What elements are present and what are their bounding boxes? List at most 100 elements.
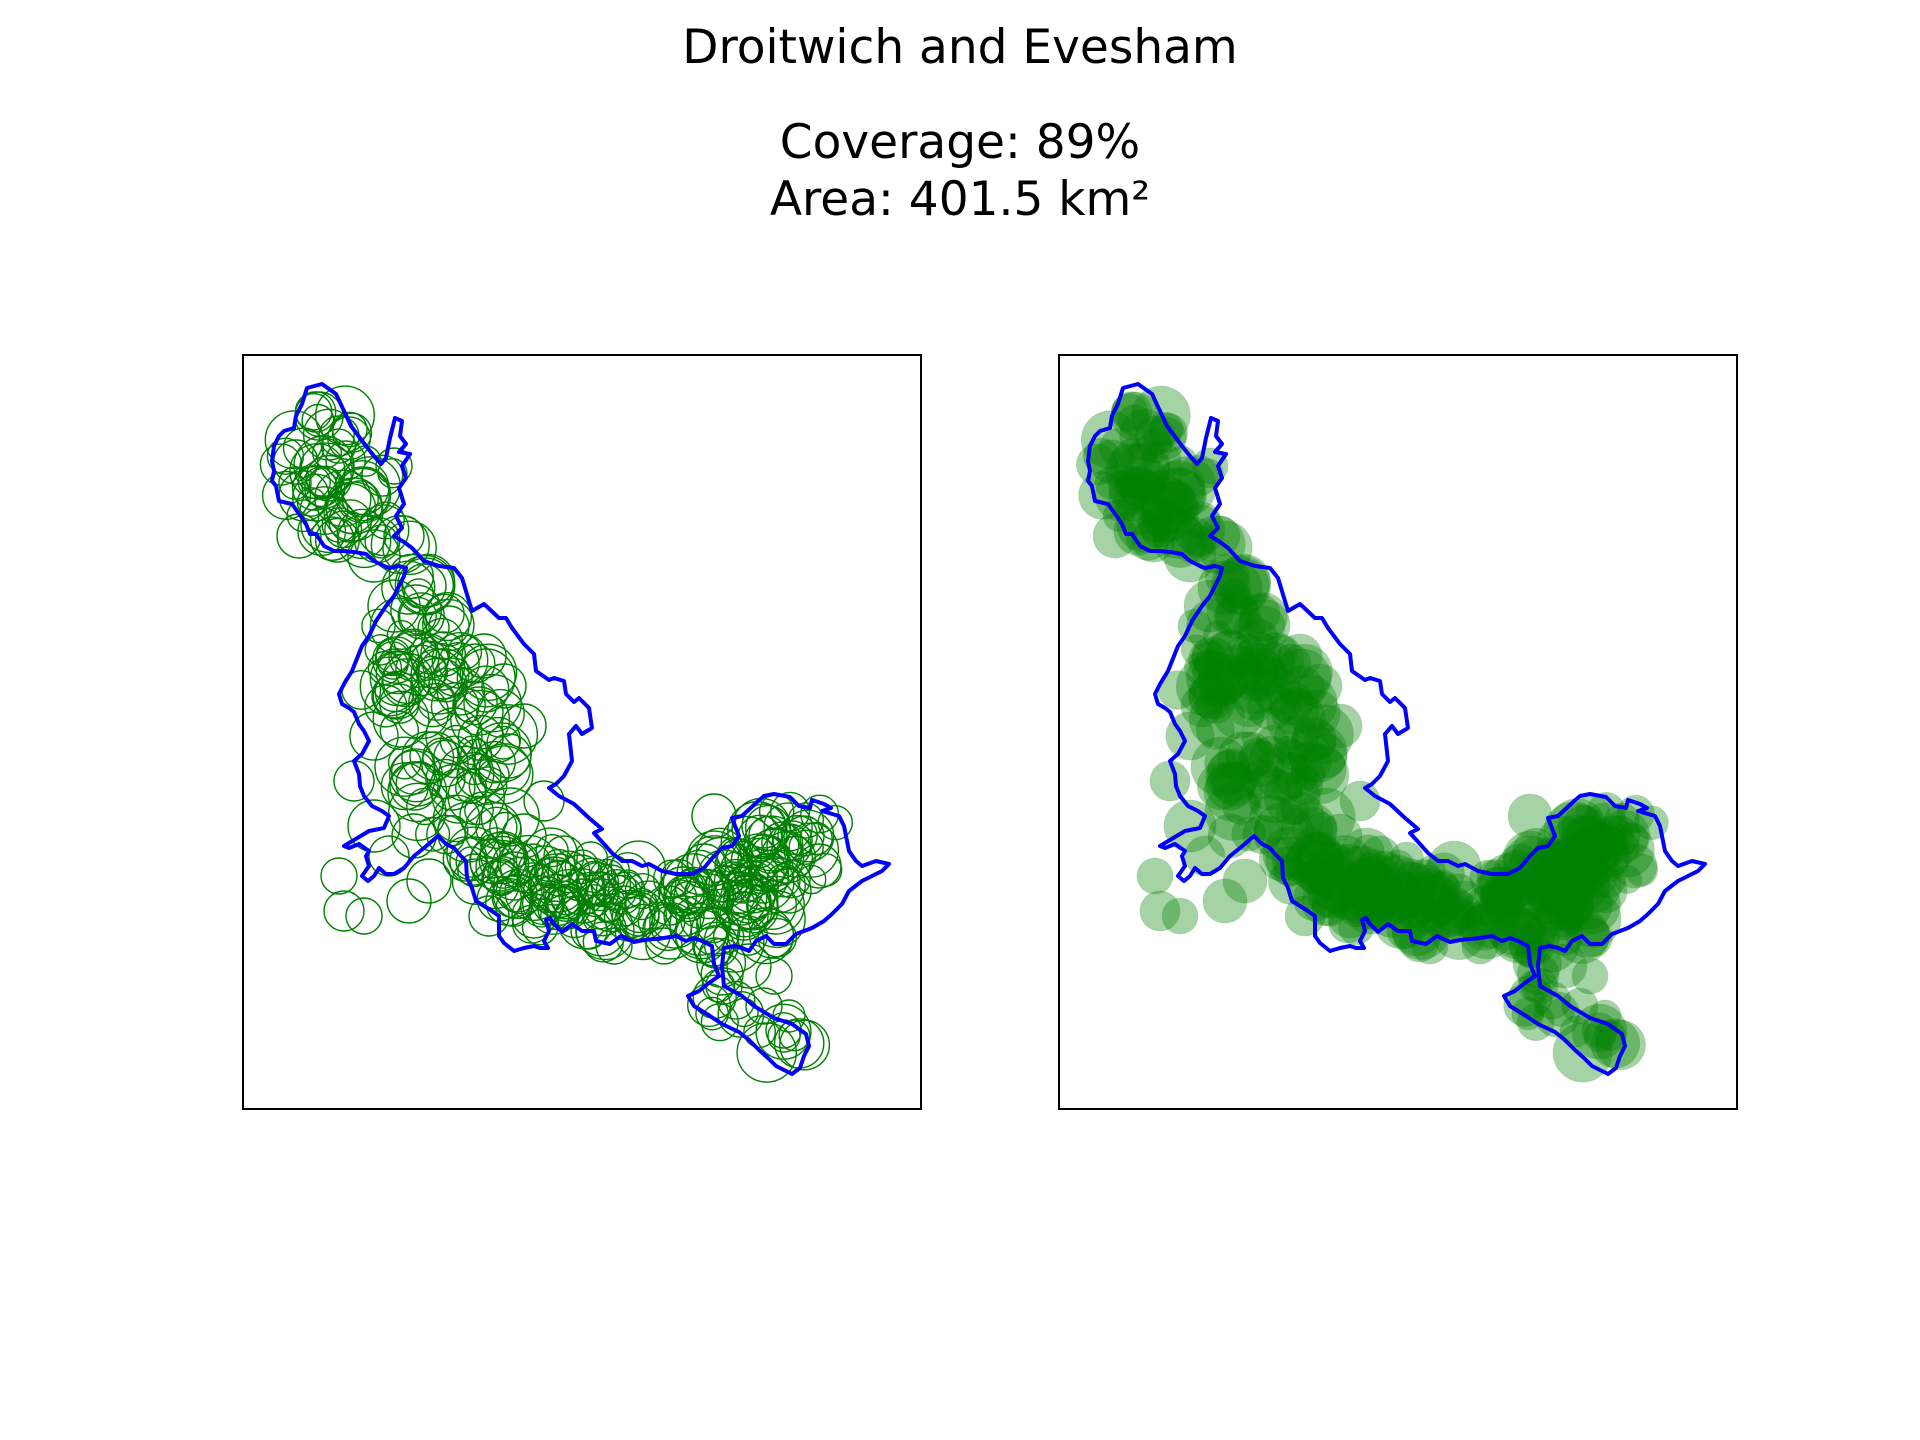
coverage-circle (1297, 858, 1335, 896)
coverage-circle (1539, 872, 1570, 903)
coverage-circle (361, 608, 396, 644)
coverage-circle (1149, 760, 1191, 802)
coverage-circle (1294, 758, 1326, 791)
coverage-circle (1394, 861, 1426, 893)
coverage-circle (1152, 508, 1203, 559)
coverage-circle (618, 891, 660, 934)
coverage-circle (1561, 837, 1592, 868)
coverage-circle (1128, 438, 1158, 468)
coverage-circle (1196, 762, 1245, 811)
coverage-circle (455, 846, 487, 878)
coverage-circle (1295, 831, 1342, 878)
coverage-circle (582, 921, 624, 963)
coverage-circle (395, 686, 450, 740)
coverage-circle (331, 412, 373, 453)
coverage-circle (1187, 673, 1233, 719)
coverage-circle (1161, 897, 1199, 935)
right-map-panel (1058, 354, 1738, 1110)
coverage-circle (1317, 703, 1363, 749)
coverage-circle (1373, 894, 1429, 950)
coverage-circle (1265, 836, 1315, 886)
coverage-circle (1225, 731, 1275, 781)
coverage-circle (1233, 682, 1272, 721)
coverage-circle (323, 890, 365, 932)
coverage-circle (1236, 631, 1282, 677)
coverage-circle (1309, 856, 1367, 915)
coverage-circle (1397, 894, 1433, 930)
coverage-circle (624, 872, 661, 910)
coverage-circle (1542, 861, 1595, 914)
coverage-circle (1210, 555, 1272, 616)
coverage-circle (410, 640, 449, 679)
coverage-circle (1276, 738, 1308, 771)
coverage-circle (1191, 638, 1227, 674)
coverage-circle (390, 628, 438, 676)
coverage-circle (480, 787, 540, 847)
coverage-circle (1559, 815, 1616, 872)
coverage-circle (261, 470, 312, 520)
coverage-circle (1374, 868, 1422, 916)
coverage-circle (1120, 467, 1162, 509)
coverage-circle (1412, 869, 1454, 911)
coverage-circle (1388, 872, 1423, 907)
coverage-circle (1144, 499, 1188, 543)
coverage-circle (1239, 592, 1288, 642)
coverage-circle (1233, 643, 1282, 691)
coverage-circle (388, 748, 443, 803)
coverage-circle (1441, 887, 1474, 921)
coverage-circle (696, 907, 732, 944)
coverage-circle (1206, 628, 1253, 676)
coverage-circle (745, 987, 783, 1025)
coverage-circle (1175, 656, 1236, 717)
coverage-circle (1143, 416, 1187, 460)
left-map-panel (242, 354, 922, 1110)
coverage-circle (1553, 834, 1607, 888)
coverage-circle (1426, 840, 1482, 896)
coverage-circle (1562, 828, 1620, 887)
coverage-circle (1115, 486, 1165, 535)
coverage-circle (291, 465, 338, 511)
coverage-circle (1231, 816, 1267, 852)
coverage-circle (1199, 515, 1241, 557)
coverage-circle (1215, 596, 1253, 635)
coverage-circle (297, 507, 347, 557)
coverage-circle (381, 658, 431, 708)
coverage-circle (1295, 827, 1327, 859)
coverage-circle (1105, 443, 1162, 500)
coverage-circle (1141, 440, 1182, 481)
coverage-circle (1331, 843, 1367, 878)
coverage-circle (1530, 844, 1573, 887)
coverage-circle (1137, 507, 1174, 543)
coverage-circle (1237, 618, 1279, 660)
coverage-circle (1500, 875, 1534, 909)
coverage-circle (1262, 826, 1317, 881)
coverage-circle (1303, 856, 1336, 889)
coverage-circle (761, 821, 804, 864)
coverage-circle (523, 780, 565, 822)
coverage-circle (724, 840, 762, 878)
coverage-circle (1552, 853, 1611, 912)
coverage-circle (447, 767, 505, 826)
coverage-circle (1403, 878, 1432, 908)
coverage-circle (1391, 901, 1451, 961)
coverage-circle (1217, 563, 1263, 609)
coverage-circle (1543, 886, 1575, 918)
coverage-circle (1141, 477, 1199, 535)
coverage-circle (1567, 849, 1611, 893)
coverage-circle (1141, 483, 1193, 534)
coverage-circle (1294, 836, 1343, 884)
coverage-circle (1344, 853, 1404, 913)
coverage-circle (1440, 873, 1477, 909)
coverage-circle (1542, 878, 1588, 924)
coverage-circle (748, 815, 788, 855)
coverage-circle (1279, 674, 1338, 733)
coverage-circle (1485, 881, 1524, 920)
coverage-circle (1305, 851, 1355, 901)
coverage-circle (1480, 877, 1526, 922)
coverage-circle (1307, 875, 1350, 918)
coverage-circle (1476, 866, 1521, 911)
coverage-circle (736, 1022, 798, 1083)
coverage-circle (1427, 896, 1469, 938)
coverage-circle (1183, 651, 1218, 685)
coverage-circle (1180, 634, 1212, 666)
